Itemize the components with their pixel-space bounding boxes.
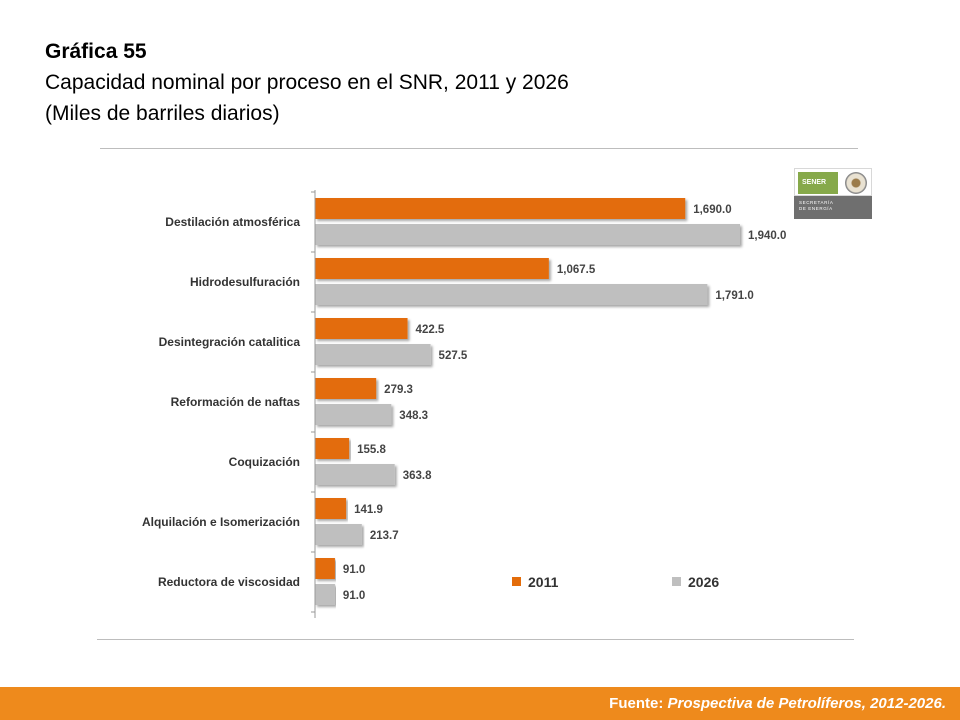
bar-2026 — [315, 284, 708, 305]
chart-number: Gráfica 55 — [45, 40, 147, 63]
category-label: Alquilación e Isomerización — [142, 515, 300, 529]
bar-2026 — [315, 524, 362, 545]
data-label-2026: 363.8 — [403, 470, 432, 482]
bar-2011 — [315, 438, 350, 459]
chart-units: (Miles de barriles diarios) — [45, 102, 280, 125]
category-label: Destilación atmosférica — [165, 215, 300, 229]
chart-title: Capacidad nominal por proceso en el SNR,… — [45, 71, 569, 94]
category-label: Desintegración catalitica — [159, 335, 301, 349]
data-label-2011: 422.5 — [416, 324, 445, 336]
data-label-2011: 279.3 — [384, 384, 413, 396]
bar-2011 — [315, 378, 377, 399]
source-prefix: Fuente: — [609, 695, 668, 712]
bar-2026 — [315, 224, 740, 245]
data-label-2026: 527.5 — [439, 350, 468, 362]
bar-2011 — [315, 498, 347, 519]
data-label-2026: 213.7 — [370, 530, 399, 542]
bottom-divider — [97, 639, 854, 640]
data-label-2011: 141.9 — [354, 504, 383, 516]
logo-line-1: SECRETARÍA — [799, 200, 834, 205]
bar-2011 — [315, 258, 549, 279]
logo-sener-text: SENER — [798, 172, 838, 194]
category-label: Reductora de viscosidad — [158, 575, 300, 589]
chart-title-block: Gráfica 55 Capacidad nominal por proceso… — [45, 36, 569, 129]
logo-line-2: DE ENERGÍA — [799, 206, 833, 211]
data-label-2026: 91.0 — [343, 590, 365, 602]
legend-label-2011: 2011 — [528, 574, 559, 590]
source-note: Fuente: Prospectiva de Petrolíferos, 201… — [609, 695, 946, 712]
footer-bar: Fuente: Prospectiva de Petrolíferos, 201… — [0, 687, 960, 720]
bar-2011 — [315, 558, 335, 579]
bar-2011 — [315, 318, 408, 339]
data-label-2026: 1,791.0 — [715, 290, 753, 302]
bar-2026 — [315, 584, 335, 605]
category-label: Reformación de naftas — [171, 395, 301, 409]
mexico-seal-icon — [845, 172, 867, 194]
sener-logo: SENER SECRETARÍA DE ENERGÍA — [794, 168, 872, 219]
data-label-2011: 155.8 — [357, 444, 386, 456]
bar-2026 — [315, 404, 392, 425]
data-label-2026: 1,940.0 — [748, 230, 786, 242]
legend-swatch-2026 — [672, 577, 681, 586]
data-label-2011: 1,067.5 — [557, 264, 596, 276]
bar-2026 — [315, 344, 431, 365]
top-divider — [100, 148, 858, 149]
bar-2011 — [315, 198, 686, 219]
source-title: Prospectiva de Petrolíferos, 2012-2026. — [667, 695, 946, 712]
legend-swatch-2011 — [512, 577, 521, 586]
legend-label-2026: 2026 — [688, 574, 719, 590]
category-label: Hidrodesulfuración — [190, 275, 300, 289]
data-label-2011: 91.0 — [343, 564, 365, 576]
category-label: Coquización — [229, 455, 300, 469]
data-label-2011: 1,690.0 — [693, 204, 731, 216]
bar-2026 — [315, 464, 395, 485]
data-label-2026: 348.3 — [399, 410, 428, 422]
